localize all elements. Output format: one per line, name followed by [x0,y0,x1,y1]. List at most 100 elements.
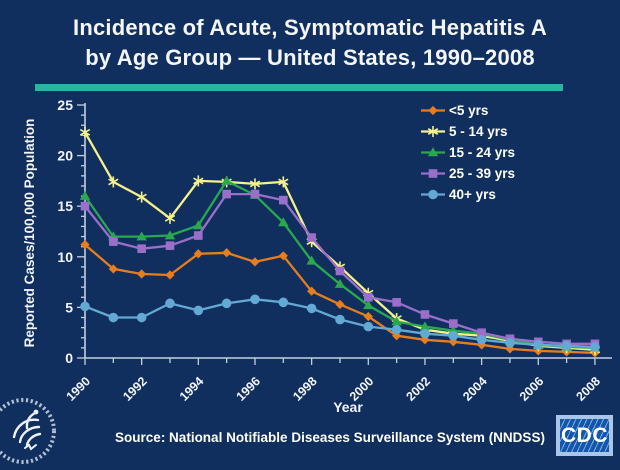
legend-marker [427,147,439,157]
series-3-marker [279,195,288,205]
circle-legend-icon [421,189,445,200]
series-2-marker [193,220,204,230]
y-axis-label: Reported Cases/100,000 Population [22,119,37,348]
series-2-marker [419,321,431,331]
series-4-marker [391,324,402,335]
series-3-marker [137,244,146,254]
series-4 [80,294,600,352]
series-0-marker [307,286,317,296]
series-4-marker [250,294,260,305]
title-line-2: by Age Group — United States, 1990–2008 [85,45,535,70]
series-0-marker [108,264,118,274]
legend-item: 5 - 14 yrs [420,122,515,141]
series-3-marker [335,266,345,276]
series-4-marker [165,298,175,309]
series-3-marker [477,328,486,337]
series-2-marker [164,230,176,240]
series-4-marker [193,305,204,316]
legend-item-label: 15 - 24 yrs [449,145,516,160]
series-3-marker [392,298,401,307]
legend-item-label: 25 - 39 yrs [449,166,516,181]
legend-item: 40+ yrs [420,185,515,204]
series-4-marker [221,298,232,309]
series-1-marker [79,126,91,138]
series-0-marker [222,248,232,258]
series-3-marker [165,241,175,250]
series-2-marker [278,217,289,227]
series-0-marker [278,251,288,261]
x-tick-label: 2004 [460,374,490,404]
series-0-marker [363,311,373,322]
series-4-marker [278,297,289,308]
series-1-marker [193,175,204,187]
series-2-marker [79,190,91,200]
cdc-logo-text: CDC [561,423,608,447]
series-4-marker [448,330,459,341]
series-4-marker [533,340,544,350]
x-tick-label: 1990 [64,374,94,404]
series-4-marker [80,301,90,312]
legend-item: 25 - 39 yrs [420,164,515,183]
series-3-marker [250,189,260,199]
series-0-marker [420,335,430,345]
series-4-marker [476,334,487,345]
series-3-marker [307,233,316,242]
series-3 [80,189,600,349]
series-0-marker [137,269,147,279]
series-2-marker [363,300,374,310]
series-2-marker [391,316,402,326]
x-tick-label: 1998 [290,374,320,404]
series-0-marker [165,270,175,280]
series-1-marker [108,176,119,188]
y-tick-label: 15 [57,198,73,214]
slide-title: Incidence of Acute, Symptomatic Hepatiti… [0,13,620,73]
series-3-marker [109,237,118,246]
series-4-marker [306,303,317,314]
series-2-marker [136,231,147,241]
y-tick-label: 10 [57,249,73,265]
series-4-marker [505,338,515,348]
legend-marker [428,169,438,178]
title-divider [35,84,563,91]
series-0-line [84,243,595,355]
x-tick-label: 2008 [573,374,603,404]
y-tick-label: 25 [57,97,73,113]
title-line-1: Incidence of Acute, Symptomatic Hepatiti… [73,15,547,40]
series-4-marker [363,321,374,332]
series-2-marker [221,175,232,185]
series-2-marker [334,278,346,288]
square-legend-icon [421,169,445,178]
legend-marker [428,105,438,116]
series-4-marker [108,312,119,323]
legend-marker [428,189,438,200]
legend-item-label: <5 yrs [449,103,489,118]
series-3-marker [448,319,458,328]
hhs-logo [0,398,56,464]
x-tick-label: 2002 [404,374,434,404]
series-3-marker [420,310,430,319]
series-4-marker [561,341,572,351]
legend-marker [427,126,439,137]
y-tick-label: 0 [65,350,73,366]
series-0-marker [250,257,260,267]
series-3-marker [222,189,231,199]
series-4-marker [420,328,430,339]
x-tick-label: 1994 [177,374,207,404]
x-axis-label: Year [333,399,363,415]
series-4-marker [136,312,147,323]
star-legend-icon [421,126,445,137]
y-tick-label: 5 [65,299,73,315]
series-2-marker [306,255,317,265]
series-0-marker [505,344,515,354]
hhs-seal-ring [0,398,56,464]
triangle-legend-icon [421,147,445,157]
x-tick-label: 2006 [517,374,547,404]
series-1-marker [249,178,261,190]
legend-item-label: 5 - 14 yrs [449,124,508,139]
legend-item: <5 yrs [420,101,515,120]
series-3-marker [194,231,203,240]
series-0-marker [80,240,90,250]
cdc-logo: CDC [556,415,613,456]
